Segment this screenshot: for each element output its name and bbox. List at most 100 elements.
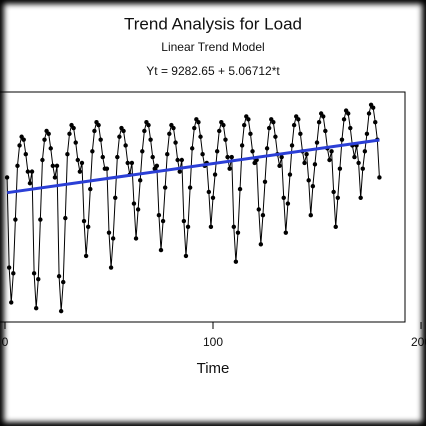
data-point: [38, 217, 43, 222]
data-point: [9, 300, 14, 305]
data-point: [104, 166, 110, 171]
data-point: [117, 134, 122, 139]
data-point: [331, 189, 336, 195]
data-point: [262, 179, 268, 185]
data-point: [156, 213, 162, 218]
data-point: [327, 157, 332, 163]
data-point: [46, 131, 51, 137]
data-point: [29, 169, 35, 174]
data-point: [158, 247, 164, 253]
data-point: [71, 125, 76, 131]
data-point: [364, 131, 370, 137]
trend-equation: Yt = 9282.65 + 5.06712*t: [146, 64, 280, 78]
data-point: [242, 122, 247, 128]
data-point: [133, 236, 139, 241]
data-point: [42, 137, 47, 142]
data-point: [162, 185, 168, 190]
data-point: [316, 120, 322, 125]
data-point: [167, 131, 172, 137]
data-point: [329, 149, 334, 154]
data-point: [377, 175, 382, 180]
data-point: [289, 143, 295, 148]
data-point: [370, 105, 376, 110]
data-point: [231, 224, 237, 230]
data-point: [52, 175, 58, 180]
data-point: [110, 236, 116, 241]
data-point: [31, 271, 37, 276]
data-point: [210, 195, 216, 200]
data-point: [237, 186, 243, 192]
data-point: [352, 154, 357, 160]
data-point: [61, 279, 66, 285]
data-point: [283, 230, 289, 235]
data-point: [196, 120, 201, 125]
data-point: [366, 111, 372, 116]
data-point: [129, 160, 135, 166]
data-point: [246, 117, 251, 122]
data-point: [291, 122, 297, 128]
data-point: [256, 207, 261, 212]
data-point: [88, 186, 93, 192]
data-point: [358, 195, 363, 200]
data-point: [258, 242, 264, 247]
data-point: [54, 163, 60, 169]
data-point: [304, 151, 309, 157]
data-point: [308, 213, 313, 218]
data-point: [250, 149, 255, 154]
plot-frame: [0, 91, 406, 323]
data-point: [83, 253, 89, 259]
data-point: [48, 146, 53, 151]
data-point: [314, 140, 320, 145]
data-point: [341, 117, 347, 122]
data-point: [248, 131, 253, 137]
data-point: [77, 169, 83, 174]
data-point: [21, 137, 26, 142]
data-point: [181, 218, 187, 224]
data-point: [206, 189, 212, 195]
data-point: [362, 149, 368, 154]
data-point: [63, 215, 68, 221]
data-point: [33, 306, 39, 311]
data-point: [233, 259, 239, 264]
data-point: [123, 143, 128, 148]
data-point: [260, 213, 266, 218]
data-point: [227, 166, 232, 171]
data-point: [179, 157, 185, 163]
data-point: [65, 151, 70, 157]
data-point: [266, 125, 272, 131]
data-point: [165, 151, 170, 157]
data-point: [13, 217, 18, 222]
data-point: [229, 154, 234, 160]
data-point: [239, 143, 245, 148]
data-point: [100, 154, 105, 160]
data-point: [131, 201, 137, 206]
data-point: [223, 137, 228, 142]
data-point: [108, 265, 114, 270]
data-point: [192, 125, 197, 131]
data-point: [92, 128, 97, 134]
data-point: [138, 178, 143, 183]
data-point: [56, 274, 62, 279]
data-point: [140, 149, 145, 154]
data-point: [25, 169, 31, 174]
data-point: [285, 201, 291, 206]
data-point: [125, 160, 130, 166]
data-point: [154, 163, 160, 169]
data-point: [302, 160, 307, 166]
data-point: [323, 128, 328, 134]
data-point: [271, 120, 276, 125]
data-point: [90, 149, 95, 154]
data-point: [6, 265, 12, 270]
data-point: [121, 128, 126, 134]
data-point: [339, 137, 345, 142]
data-point: [36, 276, 41, 282]
data-point: [23, 151, 28, 157]
data-point: [225, 154, 230, 160]
data-point: [96, 122, 101, 128]
data-point: [73, 140, 78, 145]
data-point: [187, 185, 193, 190]
x-tick-label: 200: [411, 335, 426, 349]
data-point: [171, 125, 176, 131]
